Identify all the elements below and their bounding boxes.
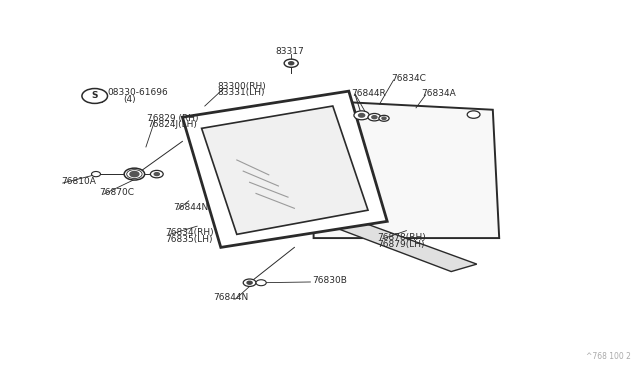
Circle shape [284, 59, 298, 67]
Circle shape [467, 111, 480, 118]
Text: 76878(RH): 76878(RH) [378, 233, 426, 242]
Text: 76810A: 76810A [61, 177, 96, 186]
Circle shape [124, 168, 145, 180]
Circle shape [243, 279, 256, 286]
Text: 76844N: 76844N [212, 293, 248, 302]
Text: 76834A: 76834A [421, 89, 456, 98]
Text: 76870C: 76870C [99, 188, 134, 197]
Circle shape [256, 280, 266, 286]
Circle shape [382, 117, 386, 119]
Circle shape [130, 171, 139, 177]
Text: 76844R: 76844R [351, 89, 385, 97]
Text: 83317: 83317 [275, 47, 303, 56]
Circle shape [368, 113, 381, 121]
Text: 76830B: 76830B [312, 276, 347, 285]
Circle shape [82, 89, 108, 103]
Polygon shape [202, 106, 368, 234]
Text: 76844N: 76844N [173, 203, 208, 212]
Text: S: S [92, 92, 98, 100]
Polygon shape [314, 214, 477, 272]
Text: 83331(LH): 83331(LH) [218, 89, 265, 97]
Circle shape [154, 173, 159, 176]
Text: 76824J(LH): 76824J(LH) [147, 121, 197, 129]
Polygon shape [314, 100, 499, 238]
Circle shape [289, 62, 294, 65]
Text: 76835(LH): 76835(LH) [165, 235, 212, 244]
Text: 76879(LH): 76879(LH) [378, 240, 425, 248]
Circle shape [358, 113, 365, 117]
Polygon shape [182, 91, 387, 247]
Circle shape [354, 111, 369, 120]
Text: 76829 (RH): 76829 (RH) [147, 114, 198, 123]
Text: 76834(RH): 76834(RH) [165, 228, 214, 237]
Text: ^768 100 2: ^768 100 2 [586, 352, 630, 361]
Text: 08330-61696: 08330-61696 [108, 88, 168, 97]
Text: (4): (4) [123, 95, 136, 104]
Text: 83300(RH): 83300(RH) [218, 82, 266, 91]
Circle shape [150, 170, 163, 178]
Circle shape [92, 171, 100, 177]
Text: 76834C: 76834C [392, 74, 426, 83]
Circle shape [372, 116, 377, 119]
Circle shape [247, 281, 252, 284]
Circle shape [379, 115, 389, 121]
